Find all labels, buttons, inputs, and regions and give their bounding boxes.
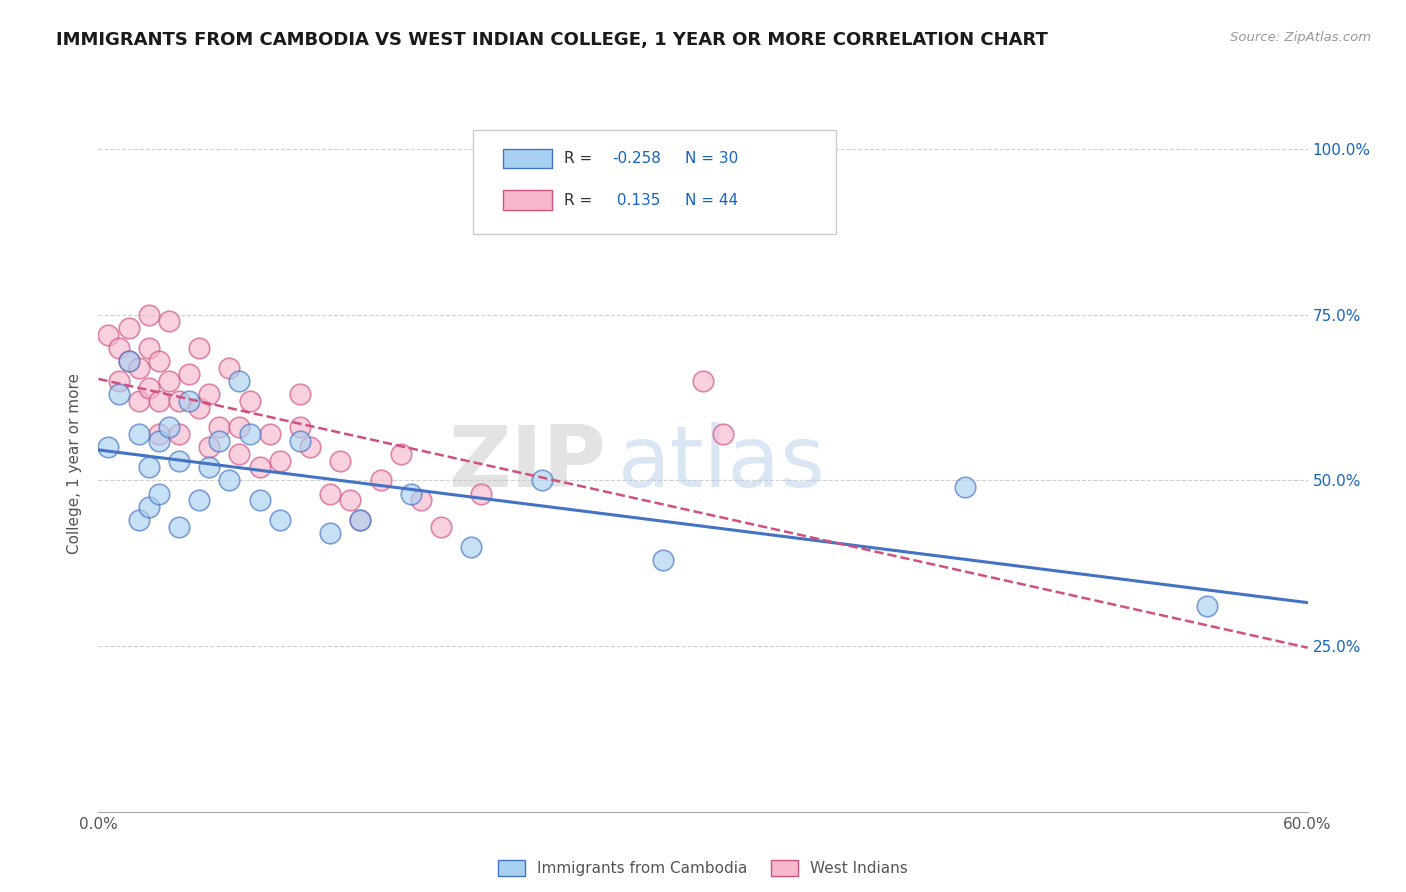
Text: 0.135: 0.135: [613, 193, 661, 208]
Bar: [503, 190, 551, 210]
Point: [208, 420, 231, 434]
Point: [167, 520, 190, 534]
Point: [399, 486, 422, 500]
Point: [208, 434, 231, 448]
Y-axis label: College, 1 year or more: College, 1 year or more: [67, 374, 83, 554]
FancyBboxPatch shape: [474, 130, 837, 235]
Point: [148, 434, 170, 448]
Point: [138, 460, 160, 475]
Point: [228, 374, 250, 388]
Point: [157, 314, 180, 328]
Point: [118, 354, 141, 368]
Point: [1195, 599, 1218, 614]
Point: [430, 520, 453, 534]
Text: R =: R =: [564, 193, 598, 208]
Point: [349, 513, 371, 527]
Point: [138, 308, 160, 322]
Point: [269, 513, 291, 527]
Point: [107, 387, 129, 401]
Point: [218, 474, 240, 488]
Point: [148, 486, 170, 500]
Point: [179, 368, 201, 382]
Point: [239, 393, 262, 408]
Point: [409, 493, 432, 508]
Point: [953, 480, 976, 494]
Point: [692, 374, 714, 388]
Point: [218, 360, 240, 375]
Point: [179, 393, 201, 408]
Bar: [503, 149, 551, 169]
Point: [167, 453, 190, 467]
Point: [319, 486, 342, 500]
Point: [138, 500, 160, 514]
Point: [239, 427, 262, 442]
Point: [460, 540, 482, 554]
Point: [97, 440, 120, 454]
Point: [269, 453, 291, 467]
Text: atlas: atlas: [619, 422, 827, 506]
Point: [148, 354, 170, 368]
Point: [370, 474, 392, 488]
Text: Source: ZipAtlas.com: Source: ZipAtlas.com: [1230, 31, 1371, 45]
Point: [299, 440, 322, 454]
Point: [138, 341, 160, 355]
Point: [288, 387, 311, 401]
Point: [128, 360, 150, 375]
Text: R =: R =: [564, 151, 598, 166]
Point: [470, 486, 492, 500]
Point: [228, 447, 250, 461]
Point: [198, 387, 221, 401]
Point: [228, 420, 250, 434]
Point: [259, 427, 281, 442]
Point: [339, 493, 361, 508]
Text: N = 30: N = 30: [685, 151, 738, 166]
Text: IMMIGRANTS FROM CAMBODIA VS WEST INDIAN COLLEGE, 1 YEAR OR MORE CORRELATION CHAR: IMMIGRANTS FROM CAMBODIA VS WEST INDIAN …: [56, 31, 1047, 49]
Legend: Immigrants from Cambodia, West Indians: Immigrants from Cambodia, West Indians: [491, 853, 915, 884]
Point: [148, 393, 170, 408]
Point: [288, 420, 311, 434]
Point: [198, 460, 221, 475]
Point: [118, 354, 141, 368]
Point: [138, 381, 160, 395]
Text: ZIP: ZIP: [449, 422, 606, 506]
Point: [188, 493, 211, 508]
Point: [128, 427, 150, 442]
Point: [167, 427, 190, 442]
Point: [188, 401, 211, 415]
Text: -0.258: -0.258: [613, 151, 661, 166]
Point: [128, 393, 150, 408]
Point: [188, 341, 211, 355]
Point: [97, 327, 120, 342]
Point: [249, 493, 271, 508]
Point: [157, 420, 180, 434]
Point: [288, 434, 311, 448]
Point: [107, 374, 129, 388]
Point: [319, 526, 342, 541]
Point: [118, 321, 141, 335]
Text: N = 44: N = 44: [685, 193, 738, 208]
Point: [530, 474, 553, 488]
Point: [148, 427, 170, 442]
Point: [711, 427, 734, 442]
Point: [107, 341, 129, 355]
Point: [157, 374, 180, 388]
Point: [349, 513, 371, 527]
Point: [651, 553, 673, 567]
Point: [167, 393, 190, 408]
Point: [249, 460, 271, 475]
Point: [128, 513, 150, 527]
Point: [389, 447, 412, 461]
Point: [329, 453, 352, 467]
Point: [198, 440, 221, 454]
